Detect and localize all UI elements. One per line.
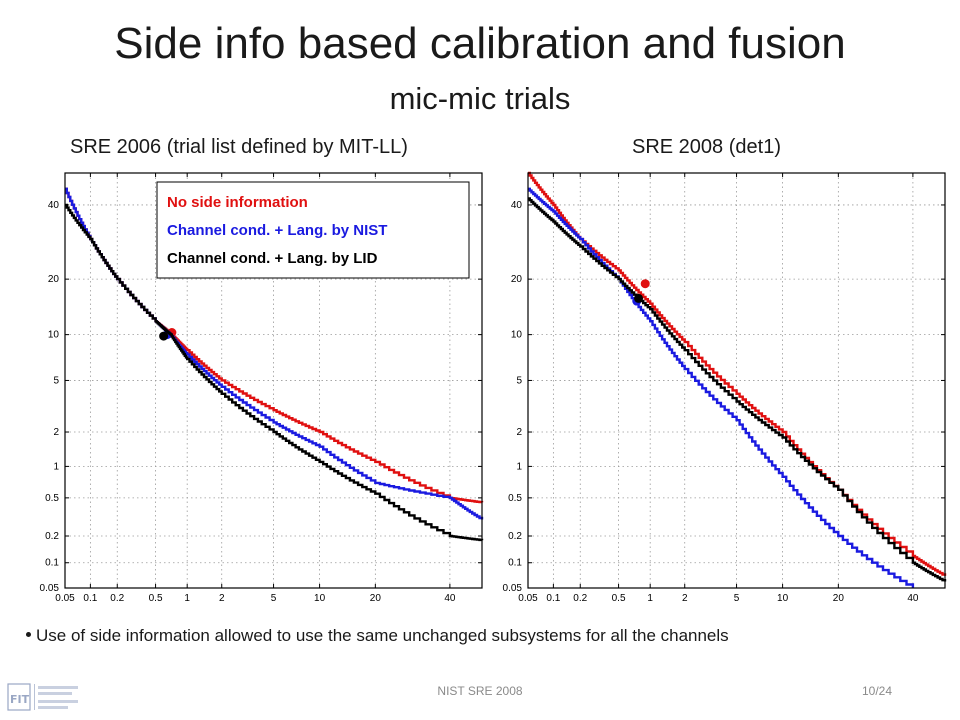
y-tick-label: 0.5: [45, 493, 59, 504]
x-tick-label: 0.2: [110, 593, 124, 604]
y-tick-label: 20: [511, 274, 523, 285]
x-tick-label: 0.2: [573, 593, 587, 604]
x-tick-label: 0.5: [149, 593, 163, 604]
x-tick-label: 40: [907, 593, 919, 604]
x-tick-label: 5: [734, 593, 740, 604]
y-tick-label: 0.2: [508, 531, 522, 542]
y-tick-label: 20: [48, 274, 60, 285]
slide-subtitle: mic-mic trials: [389, 81, 571, 116]
y-tick-label: 5: [53, 375, 59, 386]
plot-frame: [527, 172, 946, 589]
legend-entry: Channel cond. + Lang. by NIST: [167, 222, 387, 239]
x-tick-label: 20: [370, 593, 382, 604]
x-tick-label: 1: [647, 593, 653, 604]
footer-event: NIST SRE 2008: [437, 684, 523, 698]
legend-entry: Channel cond. + Lang. by LID: [167, 250, 378, 267]
y-tick-label: 0.5: [508, 493, 522, 504]
bullet-dot-icon: [26, 632, 31, 638]
x-tick-label: 5: [271, 593, 277, 604]
bullet-note: Use of side information allowed to use t…: [26, 625, 729, 647]
fit-logo-icon: FIT: [7, 683, 78, 711]
operating-point-marker: [640, 279, 650, 289]
y-tick-label: 1: [53, 461, 59, 472]
legend-box: [156, 181, 470, 279]
x-tick-label: 20: [833, 593, 845, 604]
operating-point-marker: [634, 293, 644, 303]
x-tick-label: 2: [219, 593, 225, 604]
x-tick-label: 0.05: [55, 593, 75, 604]
legend-entry: No side information: [167, 194, 308, 211]
x-tick-label: 2: [682, 593, 688, 604]
y-tick-label: 10: [511, 330, 523, 341]
y-tick-label: 1: [516, 461, 522, 472]
y-tick-label: 40: [511, 200, 523, 211]
operating-point-marker: [159, 331, 169, 341]
x-tick-label: 0.05: [518, 593, 538, 604]
plot-frame: [64, 172, 483, 589]
chart-title-sre2006: SRE 2006 (trial list defined by MIT-LL): [70, 136, 408, 158]
det-curve-2: [528, 187, 915, 588]
x-tick-label: 40: [444, 593, 456, 604]
y-tick-label: 40: [48, 200, 60, 211]
slide-title: Side info based calibration and fusion: [114, 19, 846, 68]
y-tick-label: 10: [48, 330, 60, 341]
x-tick-label: 0.5: [612, 593, 626, 604]
det-curve-3: [528, 197, 947, 582]
x-tick-label: 0.1: [546, 593, 560, 604]
bullet-text: Use of side information allowed to use t…: [36, 626, 729, 645]
x-tick-label: 0.1: [83, 593, 97, 604]
y-tick-label: 5: [516, 375, 522, 386]
y-tick-label: 0.05: [40, 583, 60, 594]
x-tick-label: 10: [314, 593, 326, 604]
y-tick-label: 2: [516, 427, 522, 438]
y-tick-label: 0.1: [508, 558, 522, 569]
svg-text:FIT: FIT: [10, 693, 30, 706]
x-tick-label: 1: [184, 593, 190, 604]
y-tick-label: 0.2: [45, 531, 59, 542]
y-tick-label: 0.05: [503, 583, 523, 594]
det-plot-sre2008: 0.05 0.1 0.2 0.5 1 2 5 10 20 40 0.05 0.1 0.2 0.5 1 2 5 10…: [503, 171, 947, 604]
x-tick-label: 10: [777, 593, 789, 604]
det-curve-3: [65, 203, 484, 542]
footer-page-number: 10/24: [862, 684, 893, 698]
y-tick-label: 2: [53, 427, 59, 438]
chart-title-sre2008: SRE 2008 (det1): [632, 136, 781, 158]
y-tick-label: 0.1: [45, 558, 59, 569]
det-plot-sre2006: 0.05 0.1 0.2 0.5 1 2 5 10 20 40 0.05 0.1 0.2 0.5 1 2 5 10…: [40, 172, 484, 604]
